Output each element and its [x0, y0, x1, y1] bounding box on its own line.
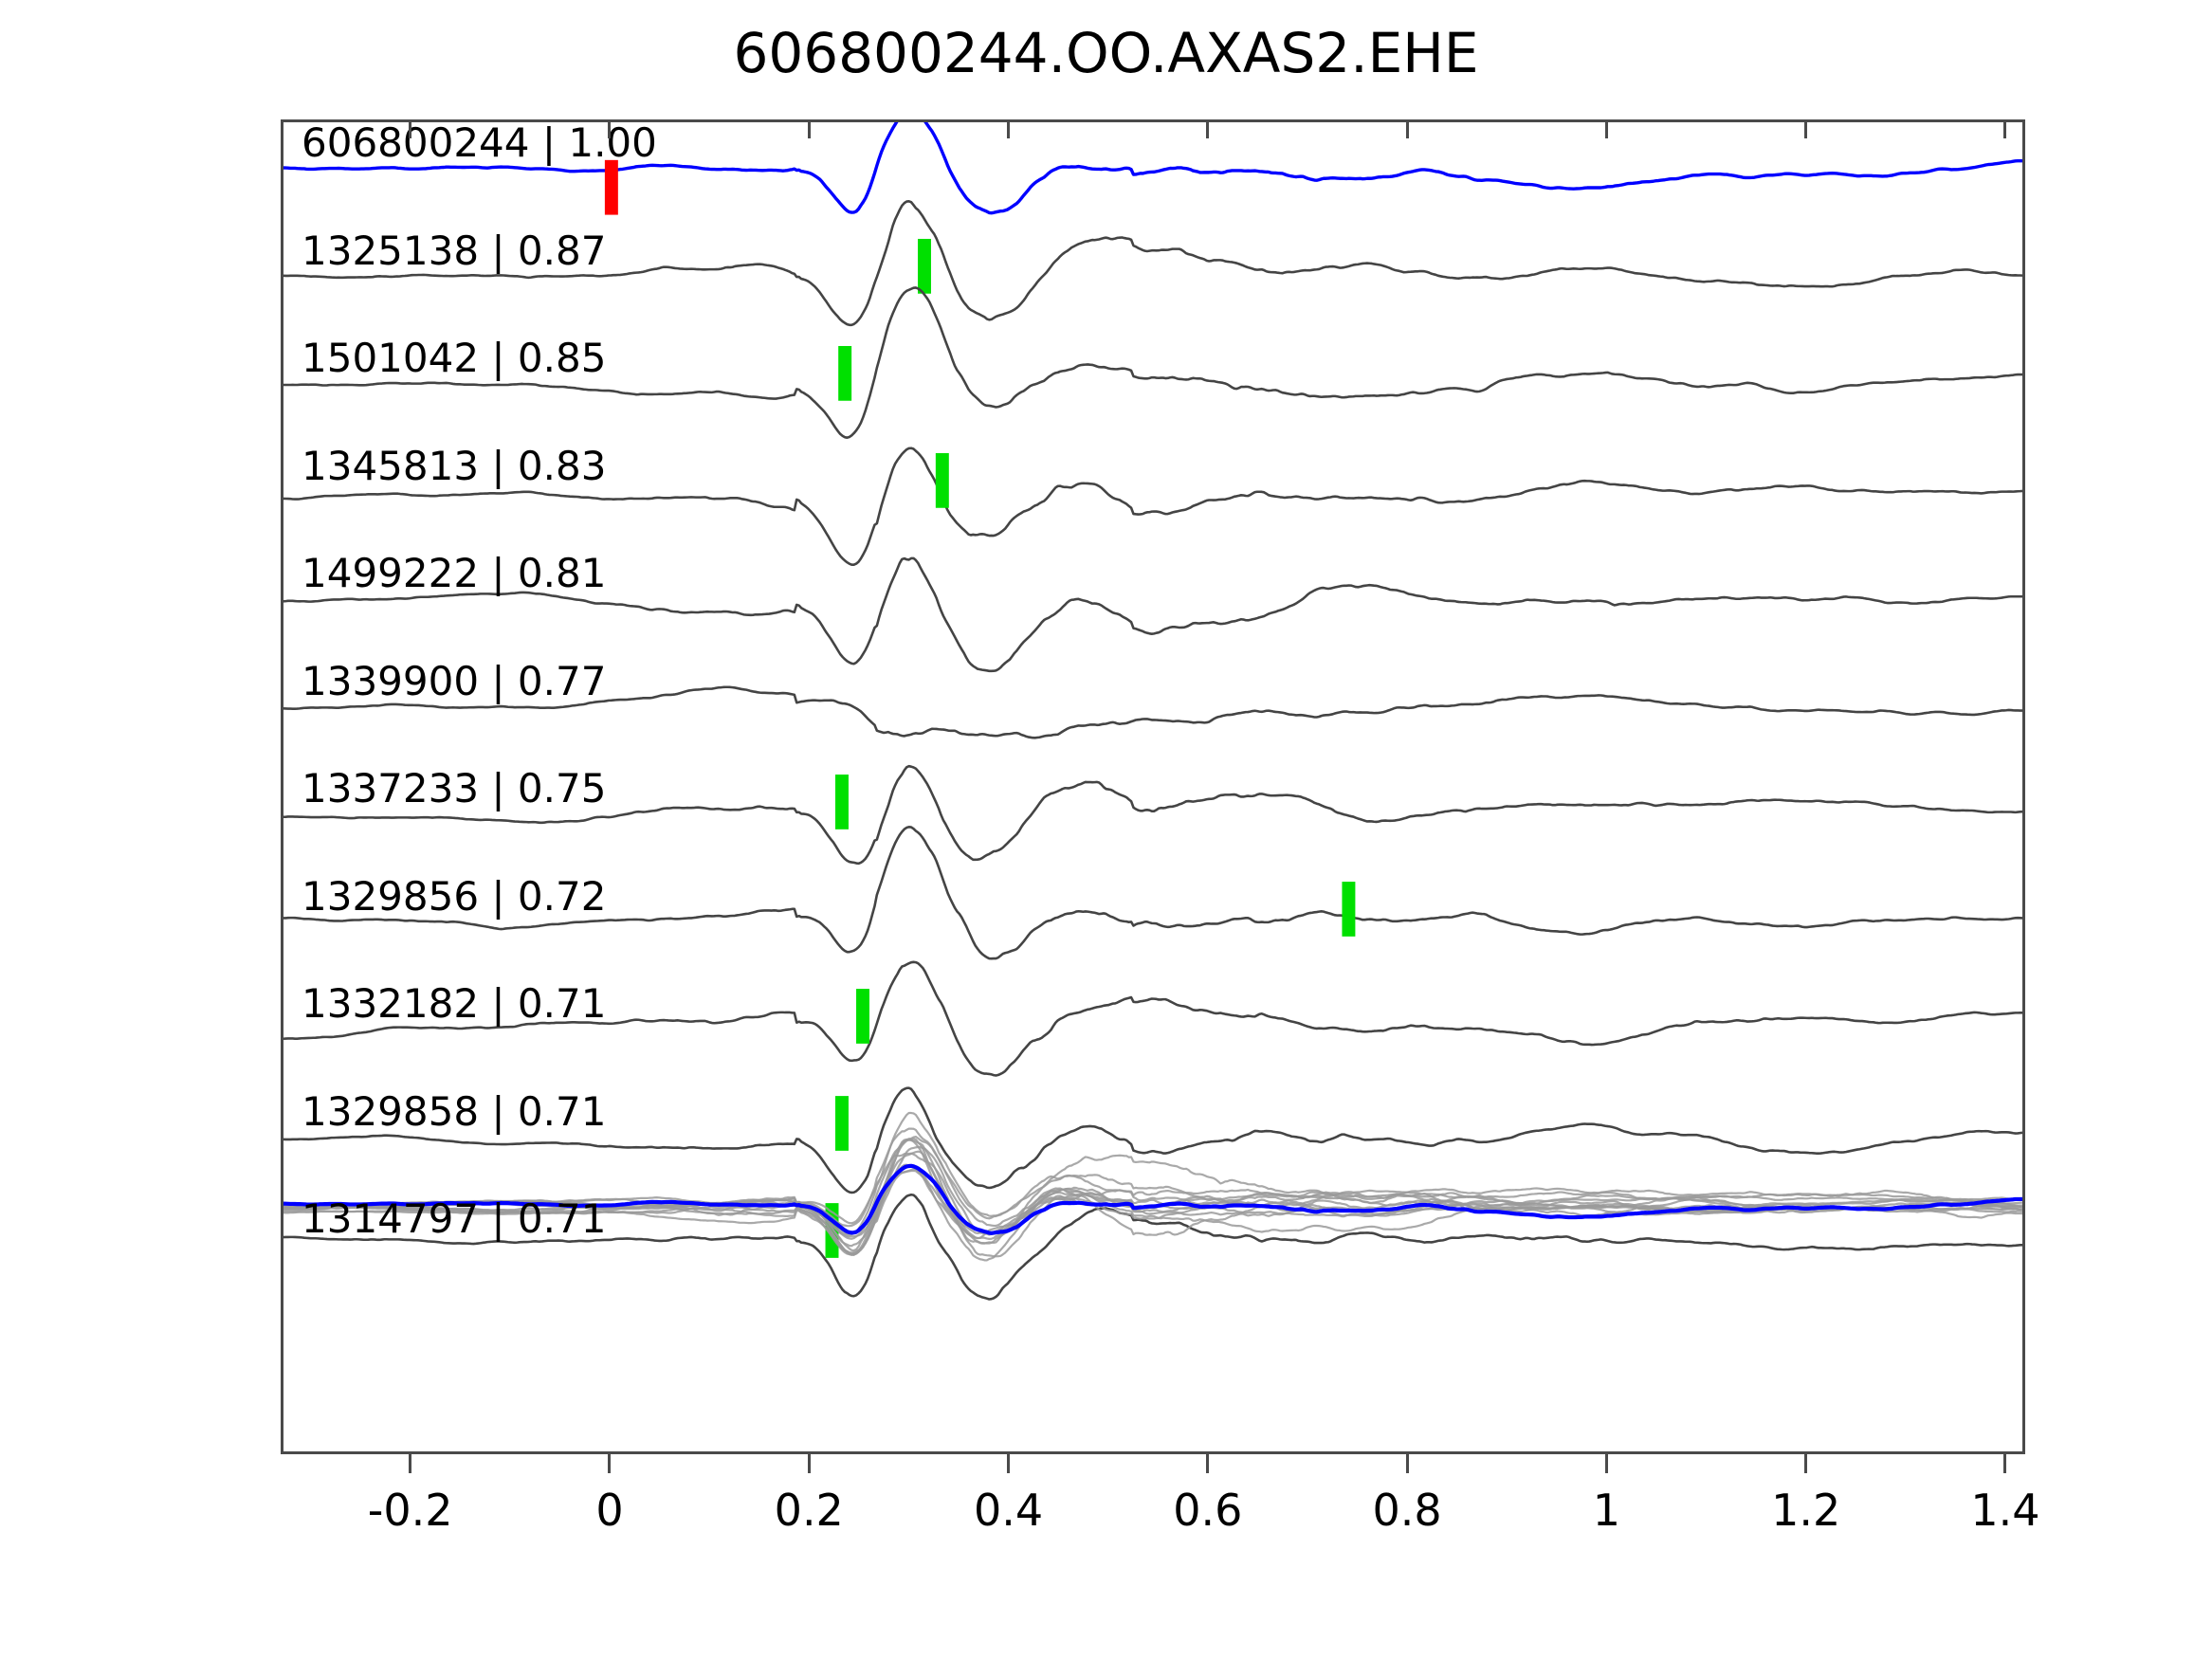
x-tick-mark-2 — [807, 1454, 811, 1473]
trace-label-1329858: 1329858 | 0.71 — [302, 1087, 607, 1135]
x-tick-mark-5 — [1405, 1454, 1409, 1473]
trace-group-1339900 — [283, 685, 2022, 739]
trace-group-1329858 — [283, 1086, 2022, 1194]
trace-group-1329856 — [283, 826, 2022, 960]
x-tick-mark-top-2 — [807, 119, 811, 138]
x-tick-label-4: 0.6 — [1173, 1485, 1243, 1536]
x-tick-mark-top-6 — [1604, 119, 1608, 138]
trace-group-1499222 — [283, 556, 2022, 673]
match-pick-marker-1345813 — [935, 453, 949, 508]
x-tick-label-1: 0 — [595, 1485, 624, 1536]
x-tick-mark-top-1 — [608, 119, 612, 138]
x-tick-mark-top-0 — [409, 119, 412, 138]
match-pick-marker-1332182 — [856, 989, 869, 1044]
trace-label-1325138: 1325138 | 0.87 — [302, 227, 607, 274]
waveform-1339900 — [283, 685, 2022, 739]
template-pick-marker-606800244 — [604, 159, 618, 215]
stack-trace — [283, 1150, 2022, 1256]
match-pick-marker-1329858 — [834, 1096, 849, 1151]
x-tick-label-3: 0.4 — [973, 1485, 1044, 1536]
stack-template-trace — [283, 1163, 2022, 1235]
waveform-606800244 — [283, 122, 2022, 215]
waveform-1325138 — [283, 200, 2022, 327]
trace-group-606800244 — [283, 122, 2022, 215]
x-tick-mark-top-7 — [1804, 119, 1808, 138]
trace-label-1329856: 1329856 | 0.72 — [302, 872, 607, 920]
match-pick-marker-1337233 — [834, 775, 849, 830]
waveform-1329856 — [283, 826, 2022, 960]
x-tick-label-6: 1 — [1592, 1485, 1621, 1536]
overlay-stack-panel — [283, 1111, 2022, 1262]
waveform-1337233 — [283, 764, 2022, 866]
x-tick-mark-top-8 — [2003, 119, 2007, 138]
x-tick-label-8: 1.4 — [1970, 1485, 2040, 1536]
waveform-1345813 — [283, 447, 2022, 566]
trace-group-1325138 — [283, 200, 2022, 327]
figure-title: 606800244.OO.AXAS2.EHE — [733, 21, 1479, 85]
trace-label-1332182: 1332182 | 0.71 — [302, 980, 607, 1027]
plot-axes — [281, 119, 2025, 1454]
x-tick-label-2: 0.2 — [774, 1485, 844, 1536]
waveform-1499222 — [283, 556, 2022, 673]
x-tick-mark-0 — [409, 1454, 412, 1473]
x-tick-mark-top-5 — [1405, 119, 1409, 138]
trace-group-1332182 — [283, 960, 2022, 1077]
stack-trace — [283, 1139, 2022, 1258]
trace-label-606800244: 606800244 | 1.00 — [302, 119, 657, 166]
waveform-1332182 — [283, 960, 2022, 1077]
match-pick-marker-1325138 — [918, 238, 931, 294]
x-tick-mark-3 — [1007, 1454, 1011, 1473]
trace-group-1501042 — [283, 286, 2022, 439]
trace-group-1337233 — [283, 764, 2022, 866]
trace-label-1339900: 1339900 | 0.77 — [302, 657, 607, 704]
trace-label-1314797: 1314797 | 0.71 — [302, 1195, 607, 1242]
waveform-1329858 — [283, 1086, 2022, 1194]
trace-label-1337233: 1337233 | 0.75 — [302, 765, 607, 811]
x-tick-mark-7 — [1804, 1454, 1808, 1473]
x-tick-mark-top-4 — [1206, 119, 1210, 138]
x-tick-mark-6 — [1604, 1454, 1608, 1473]
trace-label-1501042: 1501042 | 0.85 — [302, 335, 607, 381]
waveform-1501042 — [283, 286, 2022, 439]
trace-label-1499222: 1499222 | 0.81 — [302, 550, 607, 596]
match-pick-marker-1329856 — [1342, 882, 1356, 937]
match-pick-marker-1501042 — [838, 345, 852, 401]
x-tick-mark-8 — [2003, 1454, 2007, 1473]
waveform-1314797 — [283, 1193, 2022, 1301]
waveform-canvas — [283, 122, 2022, 1301]
stack-trace — [283, 1138, 2022, 1248]
x-tick-label-7: 1.2 — [1771, 1485, 1841, 1536]
x-tick-mark-4 — [1206, 1454, 1210, 1473]
x-tick-mark-1 — [608, 1454, 612, 1473]
trace-label-1345813: 1345813 | 0.83 — [302, 442, 607, 489]
trace-group-1345813 — [283, 447, 2022, 566]
x-tick-label-5: 0.8 — [1372, 1485, 1442, 1536]
x-tick-label-0: -0.2 — [367, 1485, 453, 1536]
x-tick-mark-top-3 — [1007, 119, 1011, 138]
